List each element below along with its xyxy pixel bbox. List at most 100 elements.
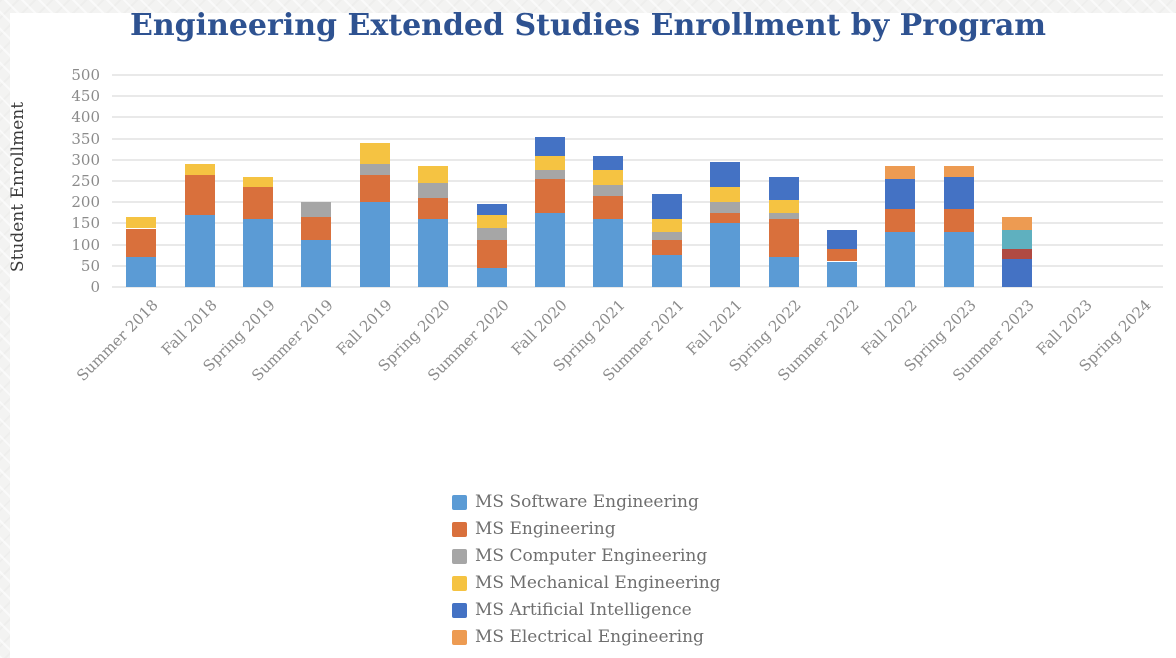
bar-segment (1002, 259, 1032, 287)
bar-segment (126, 217, 157, 229)
legend-label: MS Engineering (475, 519, 616, 539)
legend: MS Software Engineering MS Engineering MS … (452, 489, 721, 651)
bar-segment (593, 195, 624, 220)
legend-item: MS Software Engineering (452, 489, 721, 516)
bar-segment (243, 187, 273, 220)
bar-segment (651, 240, 682, 256)
bar-segment (359, 164, 390, 175)
y-tick-label: 250 (71, 172, 100, 190)
y-axis-title: Student Enrollment (8, 101, 28, 273)
gridline (112, 222, 1163, 225)
gridline (112, 74, 1163, 76)
bar-segment (359, 142, 390, 164)
chart-card (10, 13, 1176, 658)
bar-segment (651, 255, 682, 287)
gridline (112, 243, 1163, 246)
y-tick-label: 500 (71, 66, 100, 84)
bar-segment (476, 204, 507, 215)
gridline (112, 137, 1163, 140)
bar-segment (710, 161, 741, 188)
bar-segment (651, 231, 682, 241)
bar-segment (768, 257, 799, 287)
bar-segment (768, 219, 799, 258)
bar-segment (1002, 217, 1032, 230)
bar-segment (301, 240, 332, 287)
bar-segment (243, 176, 273, 188)
y-tick-label: 150 (71, 214, 100, 233)
bar-segment (476, 227, 507, 241)
legend-item: MS Artificial Intelligence (452, 597, 721, 624)
bar-segment (534, 178, 565, 213)
bar-segment (768, 200, 799, 213)
bar-segment (184, 164, 215, 175)
bar-segment (885, 178, 916, 209)
bar-segment (651, 193, 682, 220)
bar-segment (593, 185, 624, 196)
legend-swatch-icon (452, 495, 467, 510)
bar-segment (593, 170, 624, 186)
legend-item: MS Electrical Engineering (452, 624, 721, 651)
bar-segment (418, 219, 449, 287)
y-tick-label: 300 (71, 150, 100, 169)
legend-label: MS Software Engineering (475, 492, 699, 512)
bar-segment (826, 248, 857, 262)
legend-item: MS Mechanical Engineering (452, 570, 721, 597)
gridline (112, 116, 1163, 119)
legend-label: MS Electrical Engineering (475, 627, 704, 647)
gridline (112, 180, 1163, 182)
bar-segment (710, 187, 741, 203)
gridline (112, 201, 1163, 204)
bar-segment (534, 136, 565, 156)
y-tick-label: 400 (71, 108, 100, 127)
bar-segment (885, 166, 916, 179)
legend-label: MS Mechanical Engineering (475, 573, 721, 593)
legend-item: MS Engineering (452, 516, 721, 543)
y-tick-label: 50 (80, 256, 100, 275)
bar-segment (243, 219, 273, 287)
bar-segment (534, 155, 565, 171)
bar-segment (476, 240, 507, 268)
gridline (112, 95, 1163, 98)
bar-segment (184, 214, 215, 287)
bar-segment (826, 229, 857, 249)
bar-segment (710, 212, 741, 224)
bar-segment (418, 166, 449, 184)
bar-segment (184, 174, 215, 215)
bar-segment (301, 217, 332, 241)
legend-label: MS Computer Engineering (475, 546, 708, 566)
gridline (112, 286, 1163, 288)
bar-segment (359, 174, 390, 203)
legend-swatch-icon (452, 576, 467, 591)
bar-segment (1002, 248, 1032, 260)
bar-segment (418, 198, 449, 220)
bar-segment (943, 231, 974, 287)
bar-segment (710, 223, 741, 287)
bar-segment (593, 155, 624, 171)
chart-title: Engineering Extended Studies Enrollment … (129, 8, 1046, 43)
bar-segment (126, 257, 157, 287)
legend-label: MS Artificial Intelligence (475, 600, 692, 620)
bar-segment (534, 212, 565, 287)
legend-swatch-icon (452, 630, 467, 645)
legend-swatch-icon (452, 522, 467, 537)
bar-segment (301, 202, 332, 217)
bar-segment (476, 267, 507, 287)
y-tick-label: 100 (71, 235, 100, 254)
bar-segment (885, 231, 916, 287)
legend-swatch-icon (452, 549, 467, 564)
bar-segment (359, 202, 390, 287)
y-tick-label: 450 (71, 87, 100, 106)
bar-segment (126, 228, 157, 258)
legend-swatch-icon (452, 603, 467, 618)
bar-segment (418, 183, 449, 198)
gridline (112, 158, 1163, 161)
bar-segment (593, 219, 624, 287)
y-tick-label: 0 (90, 278, 100, 296)
legend-item: MS Computer Engineering (452, 543, 721, 570)
bar-segment (943, 208, 974, 232)
bar-segment (476, 214, 507, 228)
bar-segment (534, 170, 565, 179)
bar-segment (943, 166, 974, 177)
y-tick-label: 350 (71, 129, 100, 148)
